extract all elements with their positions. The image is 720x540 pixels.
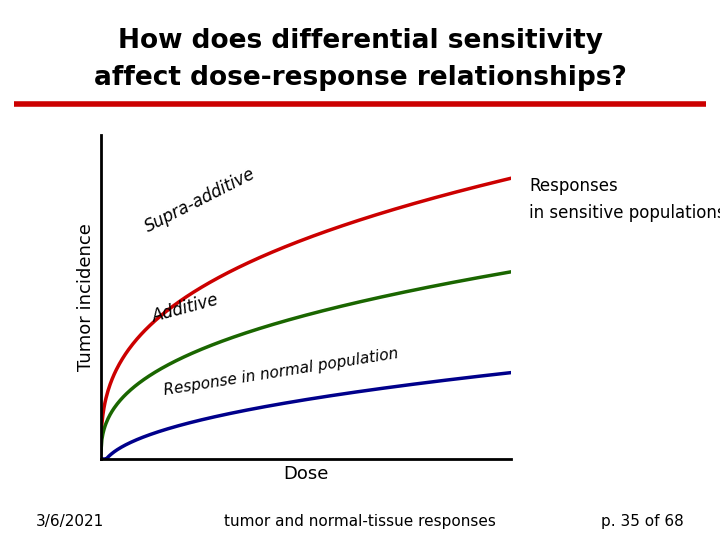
- Text: p. 35 of 68: p. 35 of 68: [601, 514, 684, 529]
- Text: in sensitive populations: in sensitive populations: [529, 204, 720, 222]
- Text: Additive: Additive: [150, 291, 220, 326]
- Text: affect dose-response relationships?: affect dose-response relationships?: [94, 65, 626, 91]
- Text: Response in normal population: Response in normal population: [163, 346, 399, 398]
- Text: 3/6/2021: 3/6/2021: [36, 514, 104, 529]
- Text: Responses: Responses: [529, 177, 618, 195]
- X-axis label: Dose: Dose: [283, 464, 329, 483]
- Text: How does differential sensitivity: How does differential sensitivity: [117, 28, 603, 53]
- Y-axis label: Tumor incidence: Tumor incidence: [77, 223, 95, 371]
- Text: tumor and normal-tissue responses: tumor and normal-tissue responses: [224, 514, 496, 529]
- Text: Supra-additive: Supra-additive: [142, 165, 258, 236]
